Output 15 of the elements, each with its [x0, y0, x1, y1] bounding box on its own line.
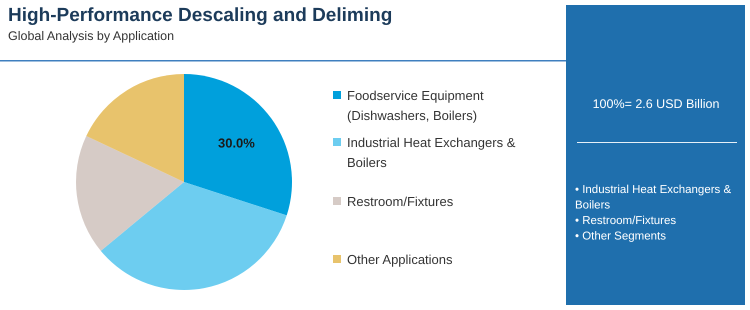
text: 100%= 2.6 USD Billion — [592, 97, 720, 111]
data-label: 30.0% — [218, 135, 256, 150]
pie-slice — [76, 136, 184, 251]
legend-label: Foodservice Equipment (Dishwashers, Boilers) — [347, 88, 484, 123]
legend-label: Other Applications — [347, 252, 454, 267]
chart-subtitle: Global Analysis by Application — [8, 29, 174, 43]
pie-slice — [86, 74, 184, 182]
pie-slice — [184, 74, 292, 216]
chart-title: High-Performance Descaling and Deliming — [8, 5, 392, 26]
text: • Restroom/Fixtures — [575, 215, 676, 227]
text: • Industrial Heat Exchangers & Boilers — [575, 184, 732, 212]
pie-slice — [100, 182, 287, 290]
text: • Other Segments — [575, 230, 666, 242]
legend-label: Restroom/Fixtures — [347, 194, 454, 209]
legend-label: Industrial Heat Exchangers & Boilers — [347, 135, 516, 170]
